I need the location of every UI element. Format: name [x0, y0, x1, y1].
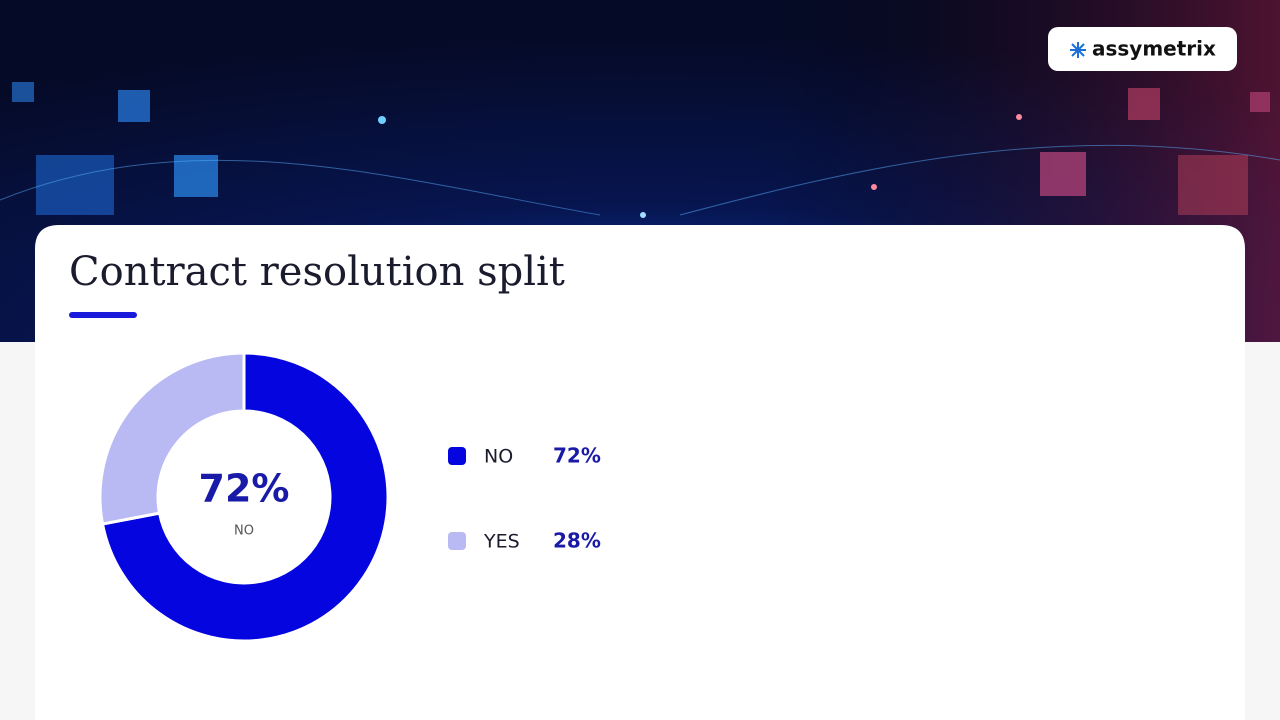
chart-title: Contract resolution split [69, 249, 565, 295]
title-underline [69, 312, 137, 318]
center-value: 72% [199, 467, 290, 511]
logo-text: assymetrix [1092, 37, 1216, 61]
donut-segment [100, 351, 390, 643]
center-label: NO [234, 524, 254, 539]
legend-label: YES [483, 531, 520, 553]
legend-value: 72% [553, 444, 601, 468]
legend-label: NO [484, 446, 513, 468]
logo-icon [1070, 42, 1086, 58]
legend-swatch [448, 532, 466, 550]
logo-badge: assymetrix [1048, 27, 1237, 71]
legend-value: 28% [553, 529, 601, 553]
legend-swatch [448, 447, 466, 465]
donut-chart: 72% NO NO 72% YES 28% [98, 351, 601, 643]
donut-segment [98, 351, 246, 526]
